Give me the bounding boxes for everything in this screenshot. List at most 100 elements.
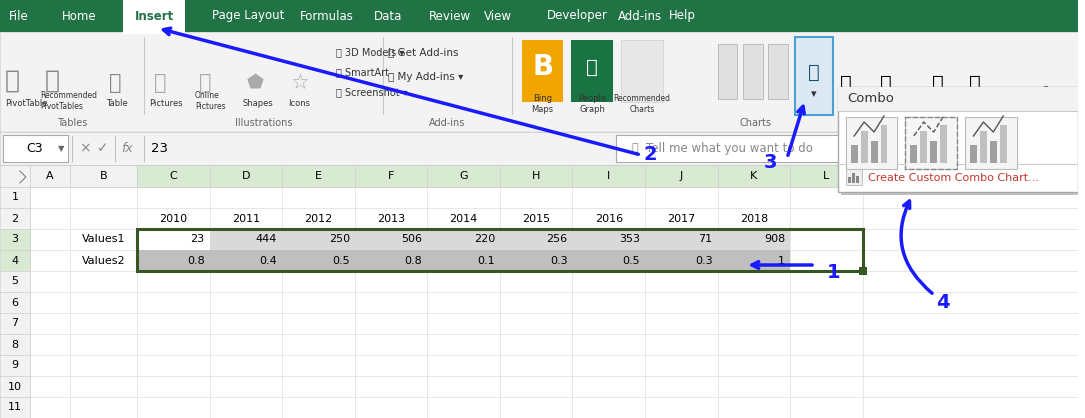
- Text: 6: 6: [12, 298, 18, 308]
- Text: Developer: Developer: [547, 10, 608, 23]
- Bar: [0, 0, 1078, 32]
- Bar: [965, 117, 1017, 169]
- Text: D: D: [242, 171, 251, 181]
- Text: 2012: 2012: [305, 214, 333, 224]
- Bar: [0, 355, 29, 376]
- Bar: [870, 141, 878, 163]
- Text: 0.3: 0.3: [550, 255, 567, 265]
- Bar: [0, 208, 29, 229]
- Text: Help: Help: [668, 10, 695, 23]
- Bar: [905, 117, 957, 169]
- Bar: [768, 44, 788, 99]
- Text: Values1: Values1: [81, 234, 125, 245]
- Text: Combo: Combo: [847, 92, 895, 105]
- Text: 1: 1: [12, 193, 18, 202]
- Text: 2017: 2017: [667, 214, 695, 224]
- Bar: [282, 165, 355, 187]
- Bar: [881, 125, 888, 163]
- Text: 🖼: 🖼: [199, 73, 212, 93]
- Text: 0.4: 0.4: [259, 255, 278, 265]
- Text: H: H: [532, 171, 540, 181]
- Bar: [137, 165, 209, 187]
- Bar: [500, 250, 573, 271]
- Text: File: File: [9, 10, 28, 23]
- Text: 2010: 2010: [159, 214, 188, 224]
- Bar: [573, 229, 644, 250]
- Text: Recommended
Charts: Recommended Charts: [613, 94, 671, 114]
- Bar: [0, 165, 29, 187]
- Text: Icons: Icons: [289, 99, 310, 107]
- Text: 0.8: 0.8: [187, 255, 205, 265]
- Bar: [573, 165, 644, 187]
- Bar: [209, 229, 282, 250]
- Bar: [572, 40, 613, 102]
- Text: 9: 9: [11, 360, 18, 370]
- Bar: [852, 173, 855, 183]
- Bar: [941, 125, 947, 163]
- Bar: [0, 397, 29, 418]
- Bar: [427, 250, 500, 271]
- Text: M: M: [966, 171, 975, 181]
- Text: C3: C3: [26, 142, 43, 155]
- Bar: [838, 87, 1078, 192]
- Text: 71: 71: [699, 234, 713, 245]
- Text: 0.3: 0.3: [695, 255, 713, 265]
- Text: Charts: Charts: [739, 118, 771, 128]
- Bar: [616, 135, 1073, 162]
- Bar: [980, 131, 987, 163]
- Text: 220: 220: [474, 234, 495, 245]
- Text: 506: 506: [401, 234, 422, 245]
- Bar: [0, 334, 29, 355]
- Text: View: View: [484, 10, 512, 23]
- Bar: [355, 165, 427, 187]
- Bar: [137, 229, 863, 271]
- Bar: [0, 313, 29, 334]
- Text: ⬜ SmartArt: ⬜ SmartArt: [336, 67, 388, 77]
- Text: 4: 4: [11, 255, 18, 265]
- Bar: [137, 250, 209, 271]
- Text: 2013: 2013: [376, 214, 405, 224]
- Text: 11: 11: [8, 403, 22, 413]
- Bar: [0, 376, 29, 397]
- Text: 📊: 📊: [808, 63, 820, 82]
- Text: ⬜ My Add-ins ▾: ⬜ My Add-ins ▾: [387, 72, 463, 82]
- Bar: [920, 131, 928, 163]
- Bar: [209, 165, 282, 187]
- Text: 3: 3: [12, 234, 18, 245]
- Bar: [644, 229, 717, 250]
- Bar: [644, 250, 717, 271]
- Bar: [69, 165, 137, 187]
- Text: Add-ins: Add-ins: [429, 118, 465, 128]
- Text: 3D: 3D: [932, 99, 944, 107]
- Text: K: K: [750, 171, 757, 181]
- Text: Maps: Maps: [838, 99, 860, 107]
- Text: 1: 1: [827, 263, 841, 281]
- Text: Formulas: Formulas: [299, 10, 354, 23]
- Bar: [847, 177, 851, 183]
- Text: 🔍: 🔍: [631, 143, 638, 153]
- Text: Add-ins: Add-ins: [617, 10, 662, 23]
- Text: Review: Review: [430, 10, 471, 23]
- Text: Online
Pictures: Online Pictures: [195, 92, 226, 111]
- Bar: [790, 165, 863, 187]
- Bar: [0, 229, 29, 250]
- Text: ⬜ 3D Models ▾: ⬜ 3D Models ▾: [336, 47, 405, 57]
- Text: 📷 Screenshot ▾: 📷 Screenshot ▾: [336, 87, 408, 97]
- Text: Line: Line: [969, 99, 986, 107]
- Text: 0.8: 0.8: [405, 255, 422, 265]
- Bar: [910, 145, 917, 163]
- Bar: [860, 131, 868, 163]
- Bar: [621, 40, 663, 102]
- Bar: [282, 250, 355, 271]
- Bar: [845, 169, 861, 185]
- Text: I: I: [608, 171, 611, 181]
- Text: Tell me what you want to do: Tell me what you want to do: [646, 142, 813, 155]
- Bar: [999, 125, 1007, 163]
- Text: 📈: 📈: [969, 74, 981, 92]
- Text: ☆: ☆: [290, 73, 309, 93]
- Bar: [644, 165, 717, 187]
- Bar: [863, 165, 1078, 187]
- Text: 250: 250: [329, 234, 349, 245]
- Text: 2018: 2018: [740, 214, 768, 224]
- Text: 2: 2: [11, 214, 18, 224]
